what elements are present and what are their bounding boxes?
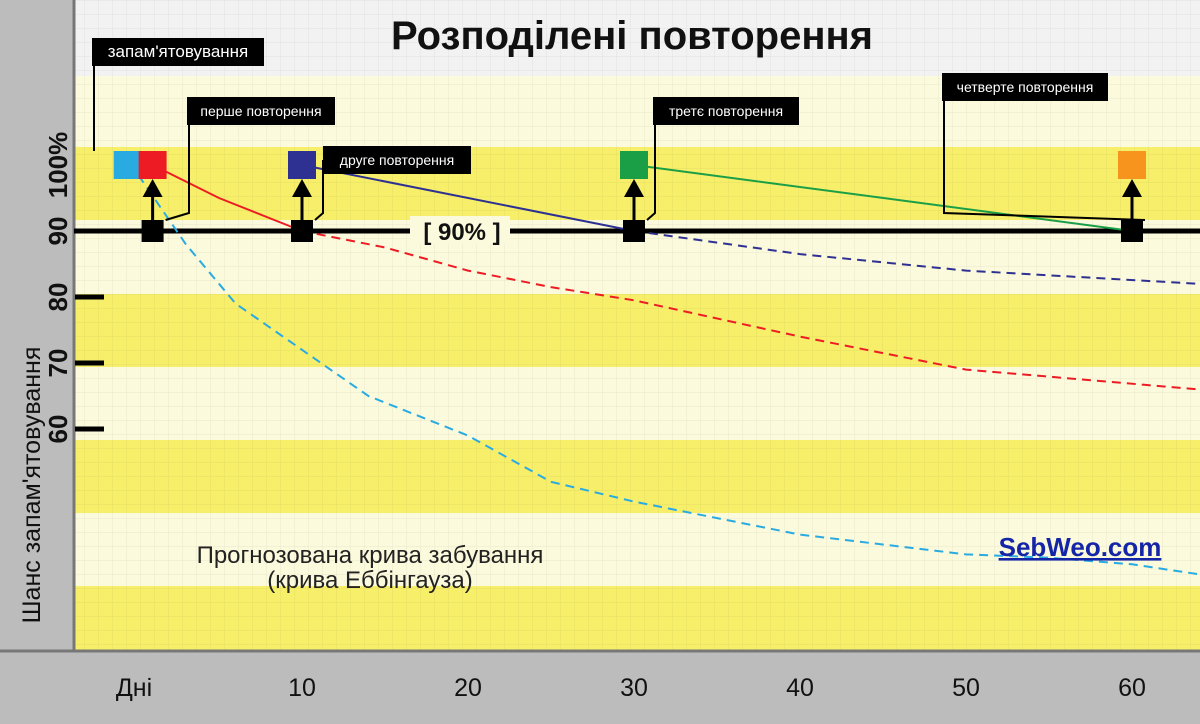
callout-connector-4: [943, 101, 1146, 221]
callout-label-4: четверте повторення: [957, 79, 1094, 95]
event-marker-3: [620, 151, 648, 179]
x-tick-label: 40: [786, 674, 814, 702]
threshold-label: [ 90% ]: [423, 219, 500, 246]
callout-label-0: запам'ятовування: [108, 42, 249, 61]
callout-box-2: [323, 146, 471, 174]
x-tick-label: 50: [952, 674, 980, 702]
event-marker-0: [113, 151, 142, 179]
chart-title: Розподілені повторення: [391, 14, 873, 58]
x-ticks: Дні 10 20 30 40 50 60: [116, 674, 1146, 702]
y-ticks: 100% 90 80 70 60: [43, 132, 104, 444]
y-tick-label: 90: [43, 217, 73, 246]
event-marker-4: [1118, 151, 1146, 179]
series-line-4: [633, 230, 1199, 285]
event-marker-2: [288, 151, 316, 179]
series-line-5: [633, 164, 1133, 232]
callout-box-0: [92, 38, 264, 66]
x-tick-label: 60: [1118, 674, 1146, 702]
review-point-2: [291, 220, 313, 242]
series-layer: [127, 164, 1199, 576]
review-arrowhead-1: [142, 179, 163, 197]
callout-label-3: третє повторення: [669, 103, 783, 119]
review-arrowhead-2: [292, 179, 312, 197]
threshold-label-bg: [410, 216, 510, 244]
y-tick-label: 100%: [43, 132, 73, 199]
event-marker-1: [138, 151, 167, 179]
callout-label-2: друге повторення: [340, 152, 454, 168]
callout-box-4: [942, 73, 1108, 101]
series-line-3: [301, 164, 635, 232]
review-arrowhead-3: [624, 179, 644, 197]
review-point-4: [1121, 220, 1143, 242]
y-tick-label: 70: [43, 349, 73, 378]
series-line-2: [301, 230, 1199, 391]
callout-label-1: перше повторення: [200, 103, 321, 119]
y-axis-panel: [0, 0, 74, 650]
callout-connector-3: [646, 125, 656, 221]
series-line-0: [127, 164, 1199, 576]
x-axis-panel: [0, 650, 1200, 724]
x-tick-label: 20: [454, 674, 482, 702]
review-point-3: [623, 220, 645, 242]
series-line-1: [152, 164, 303, 232]
review-arrowhead-4: [1122, 179, 1142, 197]
x-axis-title: Дні: [116, 674, 152, 702]
callout-box-1: [187, 97, 335, 125]
events-layer: запам'ятовування перше повторення друге по…: [92, 38, 1146, 242]
watermark-link[interactable]: SebWeo.com: [999, 532, 1162, 562]
x-tick-label: 30: [620, 674, 648, 702]
callout-box-3: [653, 97, 799, 125]
y-tick-label: 60: [43, 415, 73, 444]
callout-connector-2: [314, 160, 324, 221]
y-axis-title: Шанс запам'ятовування: [18, 347, 46, 624]
review-point-1: [141, 220, 164, 242]
annotation-line1: Прогнозована крива забування: [197, 542, 544, 569]
callout-connector-1: [165, 125, 190, 221]
annotation-line2: (крива Еббінгауза): [267, 567, 472, 594]
x-tick-label: 10: [288, 674, 316, 702]
y-tick-label: 80: [43, 283, 73, 312]
